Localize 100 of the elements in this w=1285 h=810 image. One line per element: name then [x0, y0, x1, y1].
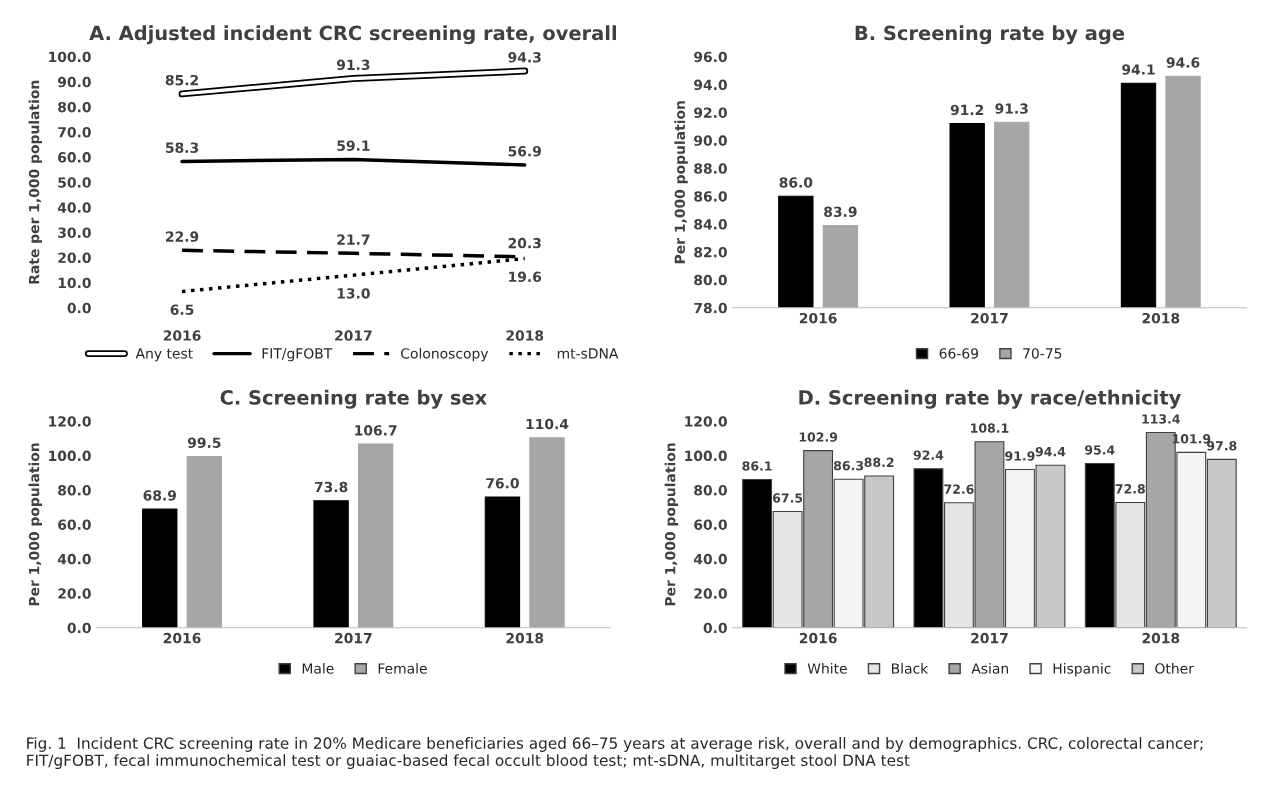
data-label: 22.9: [166, 231, 199, 242]
y-tick-label: 100.0: [49, 51, 91, 63]
data-label: 59.1: [337, 140, 370, 151]
data-label: 94.3: [508, 52, 541, 63]
data-label: 102.9: [799, 432, 838, 442]
y-tick-label: 10.0: [58, 277, 91, 289]
y-tick-label: 40.0: [57, 553, 91, 565]
data-label: 110.4: [526, 418, 569, 430]
x-tick-label: 2018: [506, 632, 544, 644]
data-label: 91.3: [336, 59, 370, 71]
y-tick-label: 20.0: [58, 252, 91, 264]
y-tick-label: 0.0: [67, 622, 91, 634]
x-tick-label: 2016: [799, 312, 837, 324]
y-tick-label: 78.0: [694, 302, 727, 314]
y-tick-label: 30.0: [58, 227, 91, 238]
legend-label: White: [807, 662, 847, 674]
data-label: 73.8: [314, 481, 348, 493]
y-tick-label: 80.0: [694, 274, 727, 286]
y-tick-label: 40.0: [693, 553, 727, 565]
data-label: 91.3: [995, 103, 1028, 114]
data-label: 19.6: [509, 271, 542, 283]
y-tick-label: 100.0: [49, 450, 91, 462]
y-tick-label: 20.0: [58, 588, 91, 599]
x-tick-label: 2018: [506, 330, 544, 341]
y-tick-label: 40.0: [57, 202, 91, 213]
y-tick-label: 0.0: [703, 622, 727, 634]
legend-label: Male: [302, 662, 334, 674]
y-axis-title: Per 1,000 population: [664, 443, 679, 606]
chart-title: C. Screening rate by sex: [220, 389, 487, 409]
x-tick-label: 2017: [335, 632, 372, 644]
y-tick-label: 20.0: [694, 588, 727, 599]
legend-label: Hispanic: [1053, 662, 1111, 677]
y-tick-label: 92.0: [694, 107, 727, 118]
legend-label: Colonoscopy: [401, 347, 489, 362]
y-tick-label: 84.0: [694, 219, 727, 230]
chart-title: B. Screening rate by age: [855, 25, 1125, 45]
data-label: 86.0: [779, 177, 813, 188]
legend-label: FIT/gFOBT: [262, 348, 333, 362]
data-label: 6.5: [170, 304, 194, 315]
data-label: 72.8: [1115, 484, 1145, 494]
data-label: 67.5: [772, 493, 803, 503]
y-tick-label: 80.0: [694, 485, 727, 496]
data-label: 94.6: [1166, 57, 1200, 68]
legend-label: Female: [378, 662, 427, 674]
legend-label: Asian: [971, 662, 1009, 674]
x-tick-label: 2018: [1142, 312, 1180, 324]
y-tick-label: 86.0: [694, 191, 727, 202]
x-tick-label: 2017: [335, 330, 372, 341]
y-tick-label: 120.0: [685, 416, 727, 427]
y-tick-label: 96.0: [694, 51, 727, 63]
y-tick-label: 120.0: [49, 416, 91, 427]
data-label: 68.9: [143, 490, 177, 501]
data-label: 91.9: [1005, 451, 1035, 461]
y-axis-title: Per 1,000 population: [28, 443, 43, 606]
y-tick-label: 94.0: [694, 79, 727, 91]
y-tick-label: 88.0: [694, 163, 727, 174]
x-tick-label: 2017: [971, 312, 1008, 324]
y-axis-title: Rate per 1,000 population: [28, 80, 43, 284]
y-tick-label: 90.0: [57, 76, 91, 88]
data-label: 91.2: [950, 104, 984, 116]
legend-label: Black: [892, 662, 929, 674]
x-tick-label: 2017: [971, 632, 1008, 644]
data-label: 92.4: [913, 450, 944, 460]
data-label: 83.9: [824, 206, 857, 218]
y-tick-label: 80.0: [58, 485, 91, 496]
data-label: 86.3: [833, 460, 864, 471]
data-label: 20.3: [508, 237, 541, 249]
y-tick-label: 82.0: [694, 246, 727, 258]
x-tick-label: 2016: [799, 632, 837, 644]
x-tick-label: 2018: [1142, 632, 1180, 644]
data-label: 108.1: [971, 423, 1009, 433]
chart-title: D. Screening rate by race/ethnicity: [799, 389, 1181, 409]
data-label: 88.2: [864, 457, 894, 468]
data-label: 113.4: [1142, 414, 1180, 424]
y-tick-label: 100.0: [685, 450, 727, 462]
chart-title: A. Adjusted incident CRC screening rate, overall: [89, 25, 616, 45]
legend-label: Other: [1155, 662, 1194, 674]
data-label: 95.4: [1084, 445, 1115, 455]
data-label: 106.7: [355, 425, 397, 436]
x-tick-label: 2016: [163, 330, 201, 341]
data-label: 86.1: [742, 461, 772, 471]
y-tick-label: 0.0: [67, 302, 91, 314]
y-tick-label: 70.0: [58, 127, 91, 138]
data-label: 94.4: [1035, 446, 1066, 457]
data-label: 85.2: [165, 74, 198, 86]
y-tick-label: 60.0: [58, 152, 91, 163]
y-tick-label: 60.0: [694, 519, 727, 530]
data-label: 13.0: [337, 288, 370, 299]
data-label: 99.5: [187, 437, 221, 449]
data-label: 58.3: [165, 142, 199, 153]
data-label: 72.6: [944, 484, 974, 494]
data-label: 56.9: [508, 145, 541, 157]
y-tick-label: 60.0: [58, 519, 91, 530]
legend-label: Any test: [135, 348, 193, 362]
x-tick-label: 2016: [163, 632, 201, 644]
data-label: 94.1: [1122, 64, 1155, 75]
legend-label: 66-69: [939, 348, 979, 359]
legend-label: mt-sDNA: [557, 348, 619, 359]
data-label: 21.7: [337, 234, 370, 245]
y-tick-label: 50.0: [58, 177, 91, 188]
